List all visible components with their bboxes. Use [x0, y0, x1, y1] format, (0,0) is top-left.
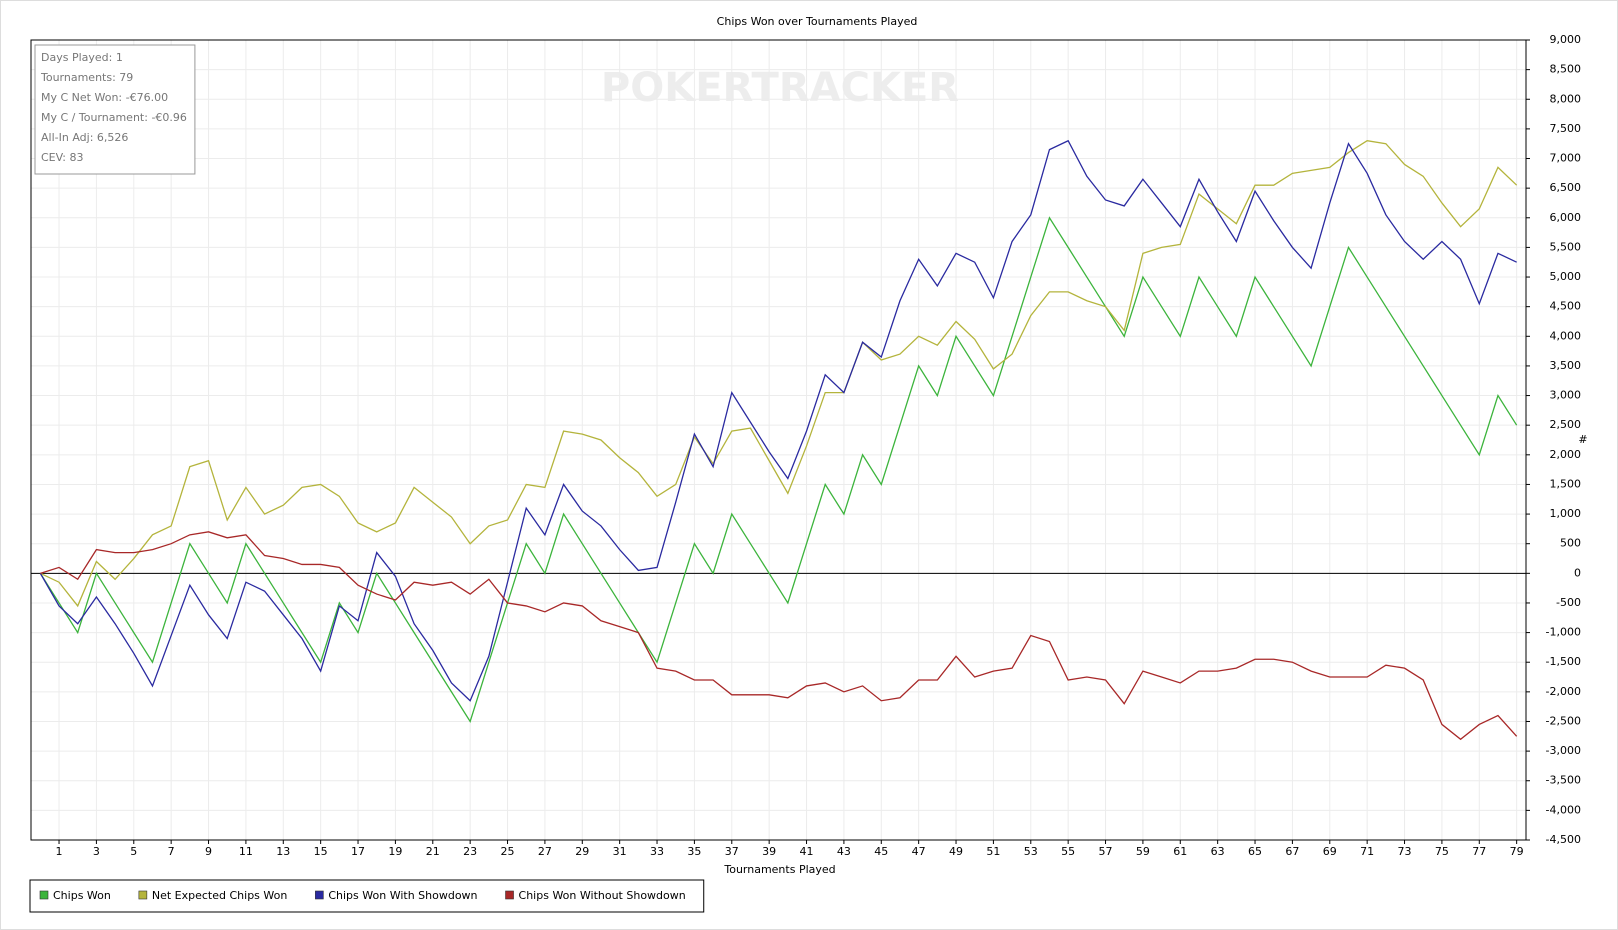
x-tick-label: 23 — [463, 845, 477, 858]
y-tick-label: 5,500 — [1550, 240, 1582, 253]
x-tick-label: 5 — [130, 845, 137, 858]
y-axis-label: # — [1578, 433, 1587, 446]
x-tick-label: 61 — [1173, 845, 1187, 858]
x-tick-label: 7 — [168, 845, 175, 858]
y-tick-label: 4,500 — [1550, 300, 1582, 313]
x-tick-label: 63 — [1211, 845, 1225, 858]
x-tick-label: 27 — [538, 845, 552, 858]
x-tick-label: 35 — [687, 845, 701, 858]
y-tick-label: 4,000 — [1550, 329, 1582, 342]
x-tick-label: 19 — [388, 845, 402, 858]
y-tick-label: -1,500 — [1546, 655, 1581, 668]
stats-item: All-In Adj: 6,526 — [41, 131, 128, 144]
stats-item: CEV: 83 — [41, 151, 83, 164]
y-tick-label: 1,500 — [1550, 477, 1582, 490]
x-tick-label: 55 — [1061, 845, 1075, 858]
x-tick-label: 53 — [1024, 845, 1038, 858]
x-tick-label: 47 — [912, 845, 926, 858]
x-tick-label: 73 — [1398, 845, 1412, 858]
x-tick-label: 45 — [874, 845, 888, 858]
y-tick-label: 9,000 — [1550, 33, 1582, 46]
legend-swatch — [505, 890, 514, 900]
x-tick-label: 51 — [986, 845, 1000, 858]
y-tick-label: -2,000 — [1546, 685, 1581, 698]
y-tick-label: 6,500 — [1550, 181, 1582, 194]
x-tick-label: 17 — [351, 845, 365, 858]
legend-swatch — [138, 890, 148, 900]
legend-swatch — [315, 890, 324, 900]
x-tick-label: 3 — [93, 845, 100, 858]
x-axis-label: Tournaments Played — [723, 863, 835, 876]
legend-swatch — [39, 890, 49, 900]
x-tick-label: 69 — [1323, 845, 1337, 858]
y-tick-label: 7,000 — [1550, 152, 1582, 165]
y-tick-label: -1,000 — [1546, 626, 1581, 639]
y-tick-label: 3,000 — [1550, 389, 1582, 402]
x-tick-label: 21 — [426, 845, 440, 858]
legend-label: Chips Won Without Showdown — [519, 889, 686, 902]
chart-title: Chips Won over Tournaments Played — [717, 15, 918, 28]
x-tick-label: 65 — [1248, 845, 1262, 858]
y-tick-label: 1,000 — [1550, 507, 1582, 520]
y-tick-label: 8,500 — [1550, 63, 1582, 76]
y-tick-label: 8,000 — [1550, 92, 1582, 105]
y-tick-label: 3,500 — [1550, 359, 1582, 372]
stats-item: My C Net Won: -€76.00 — [41, 91, 168, 104]
series-line — [40, 140, 1518, 608]
y-tick-label: -3,500 — [1546, 774, 1581, 787]
x-tick-label: 71 — [1360, 845, 1374, 858]
watermark: POKERTRACKER — [601, 65, 959, 111]
x-tick-label: 29 — [575, 845, 589, 858]
stats-item: Days Played: 1 — [41, 51, 123, 64]
y-tick-label: -3,000 — [1546, 744, 1581, 757]
y-tick-label: 500 — [1560, 537, 1581, 550]
x-tick-label: 67 — [1285, 845, 1299, 858]
x-tick-label: 59 — [1136, 845, 1150, 858]
legend-label: Chips Won With Showdown — [328, 889, 477, 902]
legend-label: Net Expected Chips Won — [152, 889, 288, 902]
y-tick-label: -2,500 — [1546, 714, 1581, 727]
y-tick-label: 6,000 — [1550, 211, 1582, 224]
stats-item: Tournaments: 79 — [40, 71, 133, 84]
y-tick-label: -4,500 — [1546, 833, 1581, 846]
x-tick-label: 9 — [205, 845, 212, 858]
y-tick-label: 5,000 — [1550, 270, 1582, 283]
y-tick-label: 2,500 — [1550, 418, 1582, 431]
x-tick-label: 57 — [1099, 845, 1113, 858]
x-tick-label: 1 — [56, 845, 63, 858]
x-tick-label: 77 — [1472, 845, 1486, 858]
y-tick-label: -4,000 — [1546, 803, 1581, 816]
stats-box — [34, 44, 196, 175]
series-line — [39, 216, 1518, 724]
x-tick-label: 43 — [837, 845, 851, 858]
series-line — [39, 139, 1517, 702]
y-tick-label: 2,000 — [1550, 448, 1582, 461]
x-tick-label: 15 — [314, 845, 328, 858]
x-tick-label: 25 — [501, 845, 515, 858]
stats-item: My C / Tournament: -€0.96 — [41, 111, 187, 124]
x-tick-label: 41 — [800, 845, 814, 858]
x-tick-label: 31 — [613, 845, 627, 858]
legend-label: Chips Won — [53, 889, 111, 902]
x-tick-label: 49 — [949, 845, 963, 858]
y-tick-label: 7,500 — [1550, 122, 1582, 135]
x-tick-label: 37 — [725, 845, 739, 858]
x-tick-label: 33 — [650, 845, 664, 858]
x-tick-label: 11 — [239, 845, 253, 858]
series-line — [40, 531, 1518, 741]
y-tick-label: 0 — [1574, 566, 1581, 579]
y-tick-label: -500 — [1556, 596, 1581, 609]
x-tick-label: 75 — [1435, 845, 1449, 858]
x-tick-label: 13 — [276, 845, 290, 858]
x-tick-label: 79 — [1510, 845, 1524, 858]
x-tick-label: 39 — [762, 845, 776, 858]
plot-frame — [30, 39, 1527, 841]
